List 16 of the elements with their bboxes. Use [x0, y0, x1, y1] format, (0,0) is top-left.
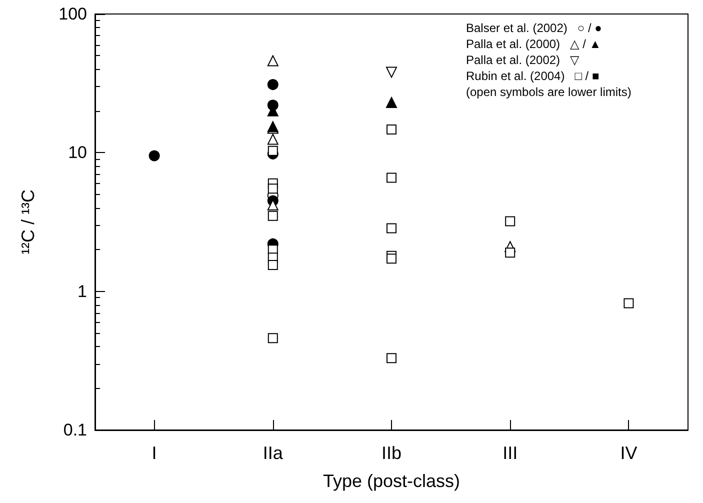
x-axis-title: Type (post-class)	[322, 471, 460, 491]
x-tick-label: IV	[620, 443, 638, 463]
annotation: Palla et al. (2002) ▽	[466, 53, 580, 67]
annotation: Rubin et al. (2004) □ / ■	[466, 69, 600, 83]
y-tick-label: 0.1	[63, 420, 87, 440]
annotation: (open symbols are lower limits)	[466, 85, 632, 99]
x-tick-label: IIb	[381, 443, 402, 463]
x-tick-label: III	[502, 443, 518, 463]
y-tick-label: 10	[68, 143, 87, 162]
y-axis-title: ¹²C / ¹³C	[18, 190, 38, 254]
y-tick-label: 1	[78, 282, 87, 301]
annotation: Palla et al. (2000) △ / ▲	[466, 37, 602, 51]
annotation: Balser et al. (2002) ○ / ●	[466, 21, 602, 35]
y-tick-label: 100	[58, 4, 87, 24]
x-tick-label: IIa	[262, 443, 284, 463]
x-tick-label: I	[152, 443, 157, 463]
